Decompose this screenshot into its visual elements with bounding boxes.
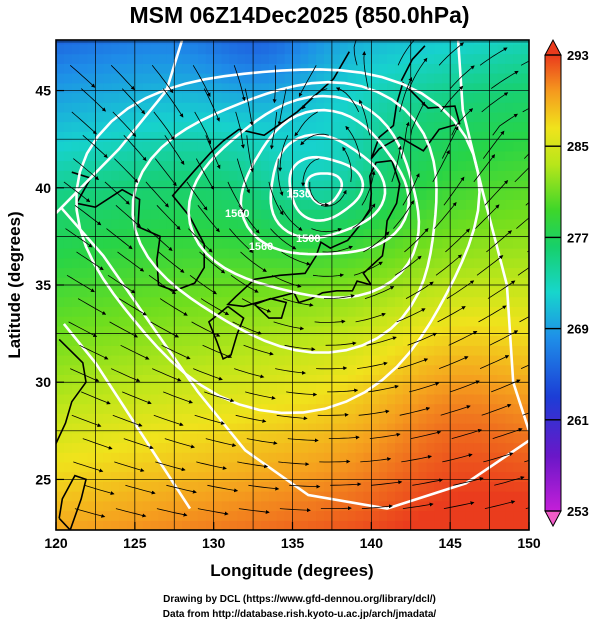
colorbar-label: 253 xyxy=(567,504,589,519)
y-tick-label: 40 xyxy=(35,180,51,196)
contour-label: 1500 xyxy=(296,233,320,245)
x-tick-label: 150 xyxy=(517,535,541,551)
x-tick-label: 120 xyxy=(44,535,68,551)
colorbar-label: 269 xyxy=(567,322,589,337)
credit-drawing: Drawing by DCL (https://www.gfd-dennou.o… xyxy=(163,594,436,605)
colorbar: 293 285 277 269 261 253 xyxy=(544,38,589,528)
x-tick-label: 130 xyxy=(202,535,226,551)
colorbar-gradient xyxy=(544,54,562,512)
y-tick-label: 35 xyxy=(35,277,51,293)
y-tick-label: 30 xyxy=(35,374,51,390)
contour-label: 1560 xyxy=(225,208,249,220)
colorbar-upper-triangle xyxy=(544,38,562,56)
y-tick-label: 45 xyxy=(35,83,51,99)
contour-label: 1530 xyxy=(287,189,311,201)
temperature-field: 1530 1500 1560 1560 xyxy=(56,40,529,530)
y-tick-label: 25 xyxy=(35,471,51,487)
x-tick-label: 125 xyxy=(123,535,147,551)
credit-data: Data from http://database.rish.kyoto-u.a… xyxy=(162,609,437,620)
colorbar-label: 285 xyxy=(567,139,589,154)
colorbar-label: 277 xyxy=(567,230,589,245)
x-tick-label: 140 xyxy=(360,535,384,551)
map-title: MSM 06Z14Dec2025 (850.0hPa) xyxy=(129,2,470,28)
contour-label: 1560 xyxy=(249,241,273,253)
x-tick-label: 145 xyxy=(438,535,462,551)
colorbar-label: 261 xyxy=(567,413,589,428)
colorbar-lower-triangle xyxy=(544,510,562,528)
x-axis-title: Longitude (degrees) xyxy=(210,561,373,580)
x-tick-label: 135 xyxy=(281,535,305,551)
colorbar-label: 293 xyxy=(567,48,589,63)
y-axis-title: Latitude (degrees) xyxy=(5,211,24,358)
